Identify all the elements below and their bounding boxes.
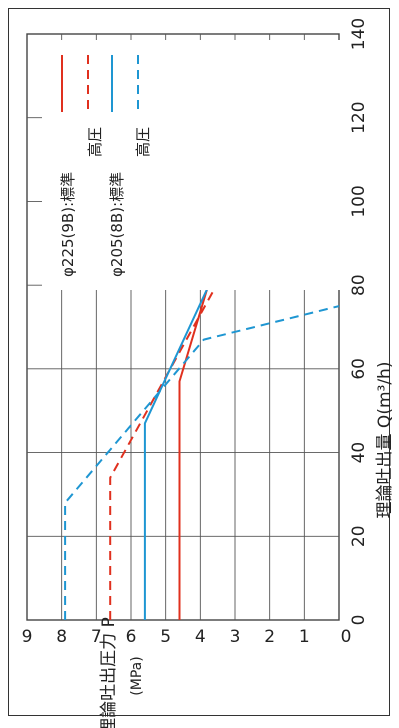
- y-tick-label: 5: [160, 627, 171, 647]
- x-tick-label: 140: [349, 18, 369, 50]
- legend-label-205-standard: φ205(8B):標準: [108, 172, 126, 277]
- x-tick-label: 40: [349, 442, 369, 464]
- legend: φ225(9B):標準 高圧 φ205(8B):標準 高圧: [42, 40, 347, 290]
- x-tick-label: 0: [349, 615, 369, 626]
- x-tick-label: 120: [349, 101, 369, 133]
- legend-label-225-high: 高圧: [86, 127, 104, 157]
- y-tick-label: 3: [230, 627, 241, 647]
- y-tick-label: 2: [264, 627, 275, 647]
- x-tick-label: 60: [349, 358, 369, 380]
- y-tick-label: 6: [126, 627, 137, 647]
- legend-label-205-high: 高圧: [134, 127, 152, 157]
- tick-labels: 0 20 40 60 80 100 120 140 9 8 7 6 5 4 3 2 1 0: [22, 18, 369, 647]
- x-tick-label: 80: [349, 274, 369, 296]
- series-line-4: [64, 305, 340, 620]
- origin-tick-label: 0: [341, 627, 352, 647]
- y-tick-label: 8: [56, 627, 67, 647]
- y-tick-label: 1: [299, 627, 310, 647]
- legend-background: [42, 40, 347, 290]
- y-axis-title: 理論吐出圧力 P: [99, 617, 119, 728]
- x-tick-label: 100: [349, 185, 369, 217]
- x-axis-title: 理論吐出量 Q(m³/h): [375, 362, 395, 519]
- plot-border: [26, 33, 340, 621]
- y-axis-unit: (MPa): [129, 656, 145, 695]
- y-tick-label: 7: [91, 627, 102, 647]
- y-tick-label: 4: [195, 627, 206, 647]
- y-tick-label: 9: [22, 627, 33, 647]
- x-tick-label: 20: [349, 525, 369, 547]
- legend-label-225-standard: φ225(9B):標準: [59, 172, 77, 277]
